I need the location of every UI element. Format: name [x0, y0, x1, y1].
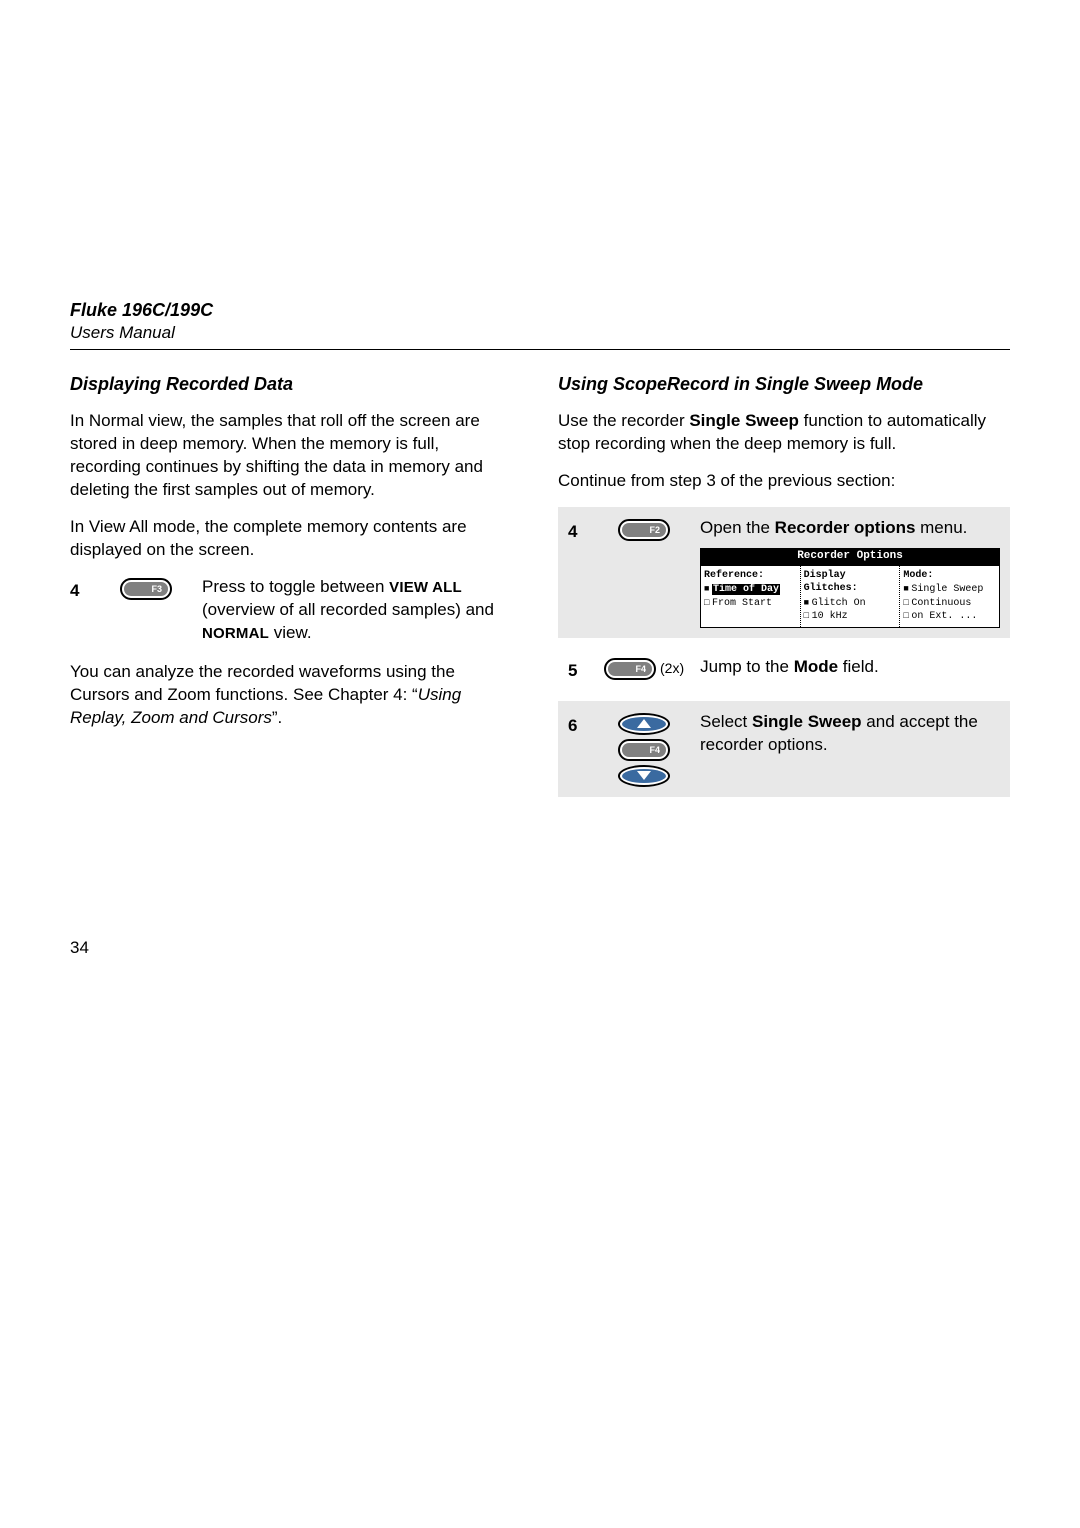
right-step-6-block: 6 F4 Select Single Sweep and accept the … — [558, 701, 1010, 797]
right-step-5-block: 5 F4 (2x) Jump to the Mode field. — [558, 646, 1010, 693]
step-text: Jump to the Mode field. — [700, 656, 1000, 679]
ro-col-mode: Mode: ■Single Sweep □Continuous □on Ext.… — [899, 566, 999, 627]
columns: Displaying Recorded Data In Normal view,… — [70, 372, 1010, 805]
right-column: Using ScopeRecord in Single Sweep Mode U… — [558, 372, 1010, 805]
left-para-3: You can analyze the recorded waveforms u… — [70, 661, 508, 730]
left-para-2: In View All mode, the complete memory co… — [70, 516, 508, 562]
button-column: F2 — [604, 517, 684, 541]
step-text: Press to toggle between VIEW ALL (overvi… — [202, 576, 508, 645]
ro-col-display: Display Glitches: ■Glitch On □10 kHz — [800, 566, 900, 627]
left-para-1: In Normal view, the samples that roll of… — [70, 410, 508, 502]
recorder-options-title: Recorder Options — [700, 548, 1000, 565]
header-rule — [70, 349, 1010, 350]
button-column: F3 — [106, 576, 186, 600]
page-number: 34 — [70, 938, 89, 958]
manual-page: Fluke 196C/199C Users Manual Displaying … — [0, 0, 1080, 1528]
f4-button-icon: F4 — [604, 658, 656, 680]
button-column: F4 — [604, 711, 684, 787]
header-subtitle: Users Manual — [70, 323, 1010, 343]
right-section-title: Using ScopeRecord in Single Sweep Mode — [558, 372, 1010, 396]
header-model: Fluke 196C/199C — [70, 300, 1010, 321]
step-number: 4 — [70, 576, 90, 603]
button-column: F4 (2x) — [604, 656, 684, 680]
left-column: Displaying Recorded Data In Normal view,… — [70, 372, 508, 805]
step-number: 5 — [568, 656, 588, 683]
right-step-4-block: 4 F2 Open the Recorder options menu. Rec… — [558, 507, 1010, 638]
arrow-up-icon — [618, 713, 670, 735]
left-step-4: 4 F3 Press to toggle between VIEW ALL (o… — [70, 576, 508, 645]
right-para-2: Continue from step 3 of the previous sec… — [558, 470, 1010, 493]
step-number: 6 — [568, 711, 588, 738]
right-para-1: Use the recorder Single Sweep function t… — [558, 410, 1010, 456]
right-step-6: 6 F4 Select Single Sweep and accept the … — [568, 711, 1000, 787]
step-text: Open the Recorder options menu. Recorder… — [700, 517, 1000, 628]
recorder-options-body: Reference: ■Time of Day □From Start Disp… — [700, 565, 1000, 628]
step-number: 4 — [568, 517, 588, 544]
press-count: (2x) — [660, 659, 684, 678]
right-step-4: 4 F2 Open the Recorder options menu. Rec… — [568, 517, 1000, 628]
step-text: Select Single Sweep and accept the recor… — [700, 711, 1000, 757]
arrow-down-icon — [618, 765, 670, 787]
f3-button-icon: F3 — [120, 578, 172, 600]
f2-button-icon: F2 — [618, 519, 670, 541]
recorder-options-panel: Recorder Options Reference: ■Time of Day… — [700, 548, 1000, 628]
left-section-title: Displaying Recorded Data — [70, 372, 508, 396]
page-header: Fluke 196C/199C Users Manual — [70, 300, 1010, 343]
ro-col-reference: Reference: ■Time of Day □From Start — [701, 566, 800, 627]
f4-button-icon: F4 — [618, 739, 670, 761]
right-step-5: 5 F4 (2x) Jump to the Mode field. — [568, 656, 1000, 683]
